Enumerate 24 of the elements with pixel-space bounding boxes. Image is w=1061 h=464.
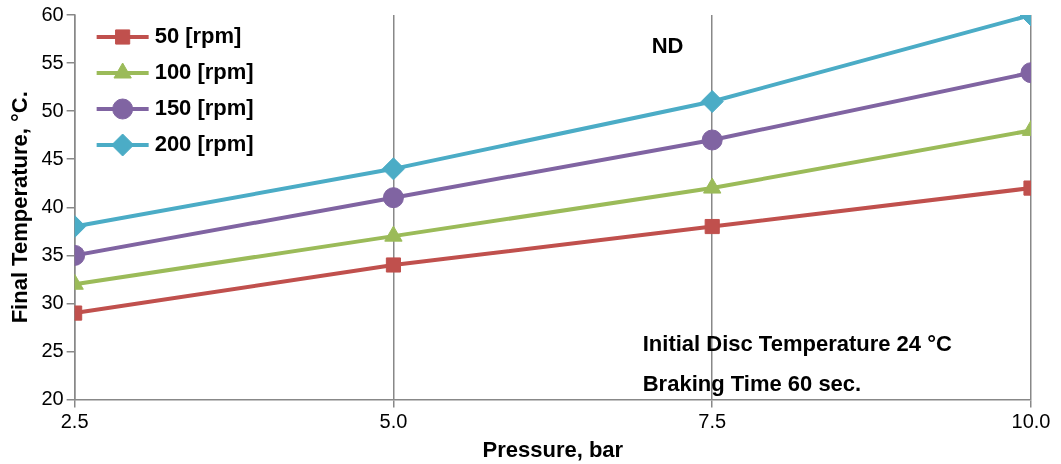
x-tick-label: 10.0 bbox=[1011, 410, 1051, 433]
legend-label: 200 [rpm] bbox=[154, 131, 254, 157]
y-axis-title: Final Temperature, °C. bbox=[7, 91, 33, 324]
point bbox=[381, 157, 405, 181]
y-tick-label: 40 bbox=[41, 194, 64, 217]
point bbox=[700, 90, 724, 114]
y-tick-label: 50 bbox=[41, 98, 64, 121]
x-tick-label: 7.5 bbox=[698, 410, 727, 433]
y-tick-label: 45 bbox=[41, 146, 64, 169]
y-tick-label: 35 bbox=[41, 242, 64, 265]
x-tick-label: 5.0 bbox=[379, 410, 408, 433]
x-tick-label: 2.5 bbox=[60, 410, 89, 433]
y-tick-label: 55 bbox=[41, 50, 64, 73]
legend-label: 100 [rpm] bbox=[154, 59, 254, 85]
annotation: Braking Time 60 sec. bbox=[642, 370, 862, 396]
x-axis-title: Pressure, bar bbox=[482, 436, 624, 462]
legend-label: 150 [rpm] bbox=[154, 95, 254, 121]
annotation: ND bbox=[651, 33, 684, 59]
annotation: Initial Disc Temperature 24 °C bbox=[642, 330, 952, 356]
legend-label: 50 [rpm] bbox=[154, 23, 242, 49]
y-tick-label: 20 bbox=[41, 387, 64, 410]
y-tick-label: 25 bbox=[41, 339, 64, 362]
y-tick-label: 30 bbox=[41, 290, 64, 313]
y-tick-label: 60 bbox=[41, 2, 64, 25]
